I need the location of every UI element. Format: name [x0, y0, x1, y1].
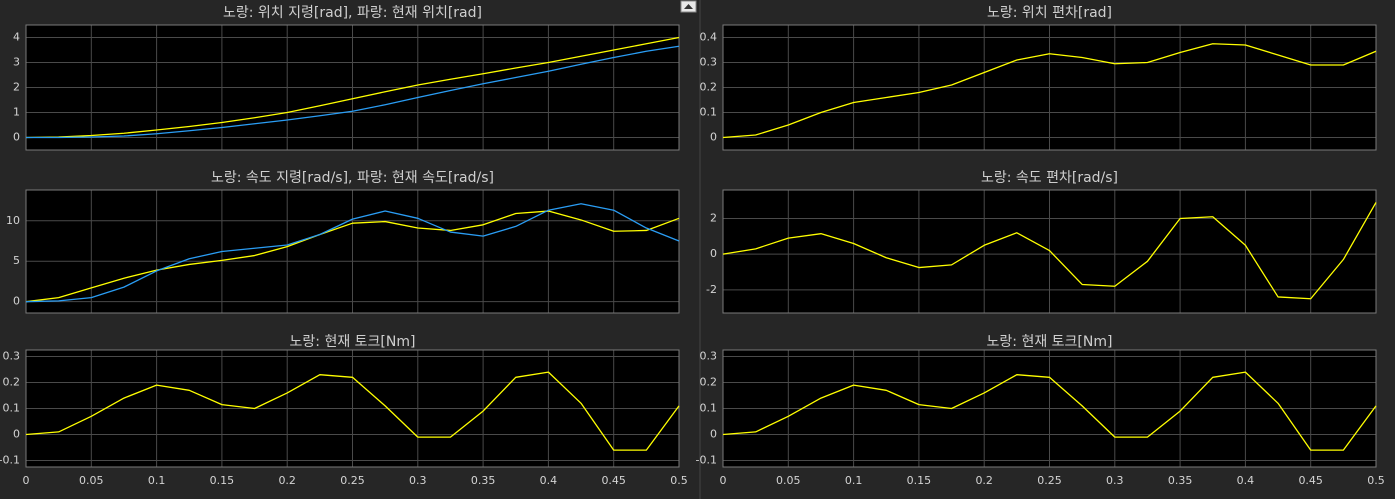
chart-title: 노랑: 속도 편차[rad/s] — [981, 170, 1118, 186]
button-icon — [684, 4, 693, 9]
y-tick-label: 0 — [710, 131, 717, 144]
x-tick-label: 0.3 — [1106, 474, 1124, 487]
x-tick-label: 0.25 — [1037, 474, 1062, 487]
y-tick-label: 0 — [13, 428, 20, 441]
series-line — [26, 45, 680, 139]
axes-border — [25, 189, 680, 314]
axes-border — [722, 349, 1377, 468]
axes-border — [25, 24, 680, 151]
y-tick-label: 0 — [13, 295, 20, 308]
x-tick-label: 0 — [720, 474, 727, 487]
subplot: 노랑: 현재 토크[Nm] 0 0.05 0.1 0.15 0.2 0.25 0.3 0.35 0… — [0, 334, 688, 487]
subplot: 노랑: 위치 편차[rad] 0 0.1 0.2 0.3 0.4 — [700, 5, 1377, 151]
series-line — [25, 203, 680, 303]
x-tick-label: 0.2 — [975, 474, 993, 487]
y-tick-label: 0.4 — [700, 31, 718, 44]
series-line — [25, 371, 680, 451]
chart-title: 노랑: 위치 지령[rad], 파랑: 현재 위치[rad] — [223, 5, 482, 21]
y-tick-label: 2 — [13, 81, 20, 94]
x-tick-label: 0.5 — [670, 474, 688, 487]
series-line — [25, 210, 680, 303]
x-tick-label: 0.45 — [601, 474, 626, 487]
x-tick-label: 0.5 — [1367, 474, 1385, 487]
chart-title: 노랑: 위치 편차[rad] — [987, 5, 1112, 21]
axes-border — [722, 24, 1377, 151]
subplot: 노랑: 속도 편차[rad/s] -2 0 2 — [706, 170, 1377, 314]
y-tick-label: 1 — [13, 106, 20, 119]
y-tick-label: 4 — [13, 31, 20, 44]
series-line — [722, 202, 1377, 300]
x-tick-label: 0.4 — [540, 474, 558, 487]
undock-button[interactable] — [680, 0, 697, 13]
subplot: 노랑: 속도 지령[rad/s], 파랑: 현재 속도[rad/s] 0 5 10 — [6, 170, 680, 314]
y-tick-label: 0.2 — [3, 376, 21, 389]
y-tick-label: -0.1 — [696, 454, 717, 467]
y-tick-label: 10 — [6, 214, 20, 227]
y-tick-label: 0.2 — [700, 376, 718, 389]
x-tick-label: 0.05 — [79, 474, 104, 487]
subplot: 노랑: 위치 지령[rad], 파랑: 현재 위치[rad] 0 1 2 3 4 — [13, 5, 680, 151]
x-tick-label: 0.25 — [340, 474, 365, 487]
y-tick-label: 0 — [13, 131, 20, 144]
x-tick-label: 0.45 — [1298, 474, 1323, 487]
y-tick-label: 2 — [710, 212, 717, 225]
series-line — [722, 43, 1377, 139]
x-tick-label: 0.3 — [409, 474, 427, 487]
chart-title: 노랑: 현재 토크[Nm] — [290, 334, 416, 350]
y-tick-label: 0 — [710, 247, 717, 260]
y-tick-label: 0.3 — [3, 350, 21, 363]
x-tick-label: 0.1 — [845, 474, 863, 487]
series-line — [722, 371, 1377, 451]
y-tick-label: 3 — [13, 56, 20, 69]
chart-title: 노랑: 속도 지령[rad/s], 파랑: 현재 속도[rad/s] — [211, 170, 494, 186]
subplot: 노랑: 현재 토크[Nm] 0 0.05 0.1 0.15 0.2 0.25 0.3 0.35 0… — [696, 334, 1385, 487]
y-tick-label: 0.1 — [3, 402, 21, 415]
y-tick-label: 0.3 — [700, 56, 718, 69]
y-tick-label: 0 — [710, 428, 717, 441]
y-tick-label: 0.3 — [700, 350, 718, 363]
series-line — [25, 36, 680, 139]
chart-title: 노랑: 현재 토크[Nm] — [987, 334, 1113, 350]
x-tick-label: 0.4 — [1237, 474, 1255, 487]
x-tick-label: 0.1 — [148, 474, 166, 487]
x-tick-label: 0.35 — [471, 474, 496, 487]
x-tick-label: 0.35 — [1168, 474, 1193, 487]
x-tick-label: 0 — [23, 474, 30, 487]
x-tick-label: 0.15 — [907, 474, 932, 487]
y-tick-label: 5 — [13, 254, 20, 267]
axes-border — [722, 189, 1377, 314]
x-tick-label: 0.2 — [278, 474, 296, 487]
y-tick-label: 0.1 — [700, 106, 718, 119]
axes-border — [25, 349, 680, 468]
y-tick-label: 0.1 — [700, 402, 718, 415]
y-tick-label: -0.1 — [0, 454, 20, 467]
x-tick-label: 0.05 — [776, 474, 801, 487]
y-tick-label: 0.2 — [700, 81, 718, 94]
y-tick-label: -2 — [706, 283, 717, 296]
x-tick-label: 0.15 — [210, 474, 235, 487]
